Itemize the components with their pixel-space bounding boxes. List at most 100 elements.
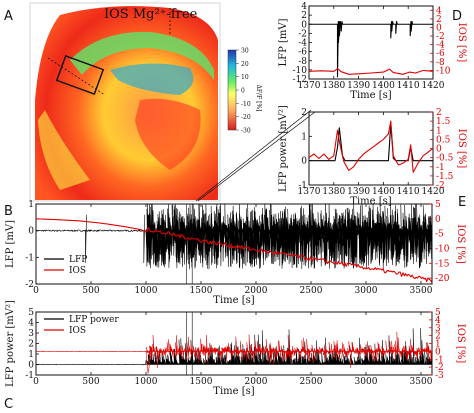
y2-tick-label: 0 <box>436 145 442 155</box>
legend-label: LFP power <box>69 315 119 325</box>
y2-tick-label: 0 <box>435 215 441 225</box>
y2-tick-label: 4 <box>435 316 441 326</box>
y2-tick-label: -5 <box>435 230 444 240</box>
y2-axis-label: IOS [%] <box>456 129 467 169</box>
plot-area <box>309 20 433 78</box>
y2-tick-label: 3 <box>435 324 441 334</box>
y-axis-label: LFP power [mV²] <box>5 300 16 387</box>
x-tick-label: 1400 <box>372 187 395 197</box>
x-tick-label: 500 <box>82 286 99 296</box>
y2-tick-label: 0.5 <box>436 135 451 145</box>
colorbar-ticks: 30 20 10 0 -10 -20 -30 <box>236 48 251 135</box>
y-tick-label: 0 <box>301 20 307 30</box>
x-tick-label: 0 <box>33 377 39 387</box>
x-tick-label: 1370 <box>298 81 321 91</box>
x-axis-label: Time [s] <box>350 196 391 207</box>
legend-label: IOS <box>69 266 86 276</box>
y2-tick-label: -2 <box>435 363 444 373</box>
brain-slice-image <box>29 2 221 202</box>
x-tick-label: 1000 <box>135 286 158 296</box>
lfp-series <box>309 123 433 162</box>
chart-lfp-full: 0 500 1000 1500 2000 2500 3000 3500-2-101-20-15… <box>5 200 466 306</box>
chart-lfp-power-zoom: 1370 1380 1390 1400 1410 1420-1012-2-1.5-1-0.… <box>278 105 467 207</box>
x-axis-label: Time [s] <box>213 386 254 397</box>
panel-letter-e: E <box>458 195 466 210</box>
y2-tick-label: -10 <box>436 66 451 76</box>
x-tick-label: 500 <box>82 377 99 387</box>
y2-tick-label: 5 <box>435 308 441 318</box>
chart-lfp-zoom: 1370 1380 1390 1400 1410 1420-12-10-8-6-4-202… <box>278 2 467 101</box>
legend-label: IOS <box>69 326 86 336</box>
y2-tick-label: -6 <box>436 49 445 59</box>
lfp-power-series <box>36 328 432 366</box>
colorbar-tick-label: -20 <box>241 114 251 121</box>
y-tick-label: -8 <box>298 57 307 67</box>
x-tick-label: 1380 <box>322 187 345 197</box>
y2-tick-label: 1 <box>436 126 442 136</box>
y2-tick-label: 2 <box>436 15 442 25</box>
y-tick-label: 0 <box>28 361 34 371</box>
y2-tick-label: 1 <box>435 340 441 350</box>
colorbar-tick-label: 30 <box>241 48 249 55</box>
legend-label: LFP <box>69 255 87 265</box>
x-tick-label: 1390 <box>347 187 370 197</box>
x-tick-label: 3000 <box>355 377 378 387</box>
x-tick-label: 1500 <box>190 286 213 296</box>
y2-axis-label: IOS [%] <box>456 23 467 63</box>
y-tick-label: 2 <box>28 340 34 350</box>
panel-a: A <box>4 2 262 202</box>
y-tick-label: 3 <box>28 329 34 339</box>
y-tick-label: 4 <box>301 2 307 12</box>
y-tick-label: 2 <box>301 11 307 21</box>
y2-tick-label: -4 <box>436 41 445 51</box>
y2-tick-label: 5 <box>435 200 441 210</box>
y2-tick-label: -1 <box>436 163 445 173</box>
y2-tick-label: 2 <box>435 332 441 342</box>
y-tick-label: 0 <box>28 227 34 237</box>
y-tick-label: -2 <box>298 29 307 39</box>
x-tick-label: 2000 <box>245 377 268 387</box>
x-tick-label: 2500 <box>300 377 323 387</box>
panel-letter-b: B <box>4 204 13 219</box>
y2-tick-label: -2 <box>436 32 445 42</box>
x-tick-label: 3000 <box>355 286 378 296</box>
y-tick-label: 1 <box>301 132 307 142</box>
y-tick-label: -1 <box>25 253 34 263</box>
y-axis-label: LFP [mV] <box>5 220 16 268</box>
y-tick-label: -12 <box>293 75 308 85</box>
panel-letter-c: C <box>4 397 13 412</box>
zoom-connectors <box>195 109 316 202</box>
y-tick-label: -6 <box>298 48 307 58</box>
colorbar-tick-label: -10 <box>241 101 251 108</box>
x-tick-label: 2000 <box>245 286 268 296</box>
y-axis-label: LFP [mV] <box>278 18 289 66</box>
y2-tick-label: -1 <box>435 355 444 365</box>
colorbar-tick-label: 10 <box>241 74 249 81</box>
y-tick-label: -2 <box>25 280 34 290</box>
y2-tick-label: 1.5 <box>436 117 451 127</box>
y-tick-label: -1 <box>298 181 307 191</box>
x-tick-label: 1410 <box>397 187 420 197</box>
y2-tick-label: -20 <box>435 274 450 284</box>
x-axis-label: Time [s] <box>350 90 391 101</box>
y2-tick-label: -15 <box>435 259 450 269</box>
x-tick-label: 1000 <box>135 377 158 387</box>
lfp-series <box>309 20 433 78</box>
ios-series <box>309 120 433 173</box>
plot-frame <box>308 5 434 80</box>
image-title: IOS Mg²⁺-free <box>104 7 198 22</box>
x-tick-label: 0 <box>33 286 39 296</box>
plot-area <box>36 204 432 284</box>
x-tick-label: 1400 <box>372 81 395 91</box>
y-tick-label: -10 <box>293 66 308 76</box>
plot-area <box>36 328 432 374</box>
ios-series <box>36 218 432 284</box>
x-tick-label: 1380 <box>322 81 345 91</box>
y-axis-label: LFP power [mV²] <box>278 105 289 192</box>
x-tick-label: 1420 <box>422 187 445 197</box>
y2-tick-label: -0.5 <box>436 154 454 164</box>
plot-area <box>309 120 433 173</box>
x-tick-label: 1390 <box>347 81 370 91</box>
colorbar-tick-label: 20 <box>241 61 249 68</box>
